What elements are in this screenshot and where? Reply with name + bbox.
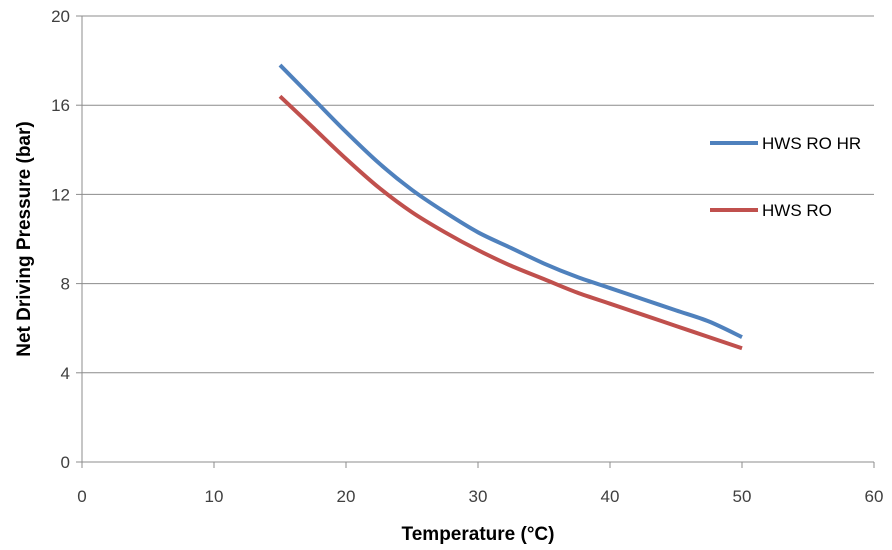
legend-label-0: HWS RO HR (762, 134, 861, 153)
series-lines (278, 63, 743, 351)
x-tick-label-6: 60 (865, 487, 884, 506)
x-axis-title: Temperature (°C) (402, 524, 555, 545)
x-tick-label-2: 20 (337, 487, 356, 506)
y-tick-label-1: 4 (61, 364, 70, 383)
x-tick-label-3: 30 (469, 487, 488, 506)
x-tick-label-1: 10 (205, 487, 224, 506)
series-line-0 (278, 63, 743, 339)
y-axis-title: Net Driving Pressure (bar) (14, 121, 35, 356)
y-tick-label-2: 8 (61, 275, 70, 294)
x-tick-label-5: 50 (733, 487, 752, 506)
y-tick-label-4: 16 (51, 96, 70, 115)
y-tick-label-5: 20 (51, 7, 70, 26)
axes (76, 15, 875, 468)
legend: HWS RO HR HWS RO (710, 134, 861, 220)
y-tick-label-3: 12 (51, 185, 70, 204)
x-tick-label-4: 40 (601, 487, 620, 506)
series-line-1 (278, 94, 743, 351)
x-tick-label-0: 0 (77, 487, 86, 506)
y-tick-label-0: 0 (61, 453, 70, 472)
tick-labels: 0 4 8 12 16 20 0 10 20 30 40 50 60 (51, 7, 883, 506)
legend-label-1: HWS RO (762, 201, 832, 220)
grid-lines (82, 15, 874, 374)
